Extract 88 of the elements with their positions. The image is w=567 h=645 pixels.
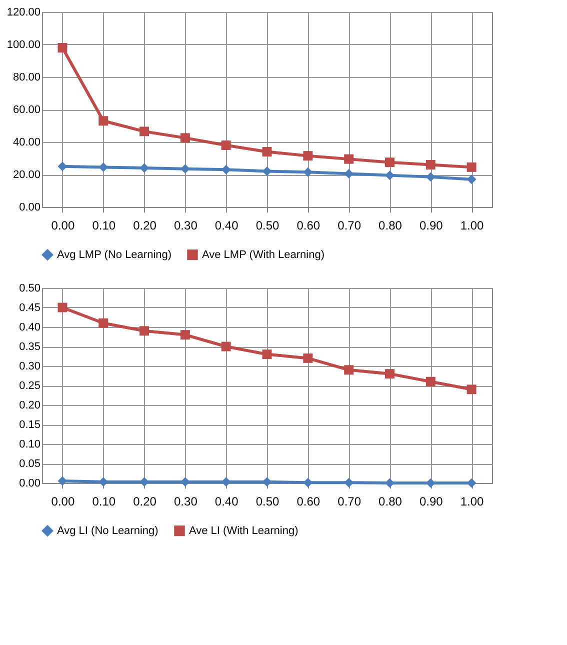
- x-tick-label: 1.00: [460, 494, 484, 508]
- x-tick-label: 0.60: [296, 494, 320, 508]
- point: [262, 350, 272, 360]
- x-tick-label: 0.50: [256, 494, 280, 508]
- y-tick-label: 0.50: [19, 282, 40, 294]
- y-tick-label: 0.10: [19, 438, 40, 450]
- y-tick-label: 0.15: [19, 419, 40, 431]
- point: [426, 172, 436, 182]
- point: [426, 376, 436, 386]
- y-tick-label: 0.40: [19, 322, 40, 334]
- point: [58, 476, 68, 486]
- x-tick-label: 0.20: [133, 494, 157, 508]
- legend-label: Avg LMP (No Learning): [57, 248, 172, 261]
- legend-label: Ave LMP (With Learning): [202, 248, 324, 261]
- point: [180, 164, 190, 174]
- point: [98, 477, 108, 487]
- point: [384, 158, 394, 168]
- point: [221, 477, 231, 487]
- x-tick-label: 0.60: [296, 218, 320, 232]
- point: [303, 167, 313, 177]
- point: [466, 174, 476, 184]
- point: [262, 477, 272, 487]
- point: [140, 126, 150, 136]
- x-tick-label: 0.30: [174, 218, 198, 232]
- legend-label: Ave LI (With Learning): [189, 524, 298, 537]
- y-tick-label: 0.05: [19, 458, 40, 470]
- point: [303, 151, 313, 161]
- point: [384, 478, 394, 488]
- point: [58, 162, 68, 172]
- point: [384, 170, 394, 180]
- point: [303, 353, 313, 363]
- point: [221, 140, 231, 150]
- x-tick-label: 1.00: [460, 218, 484, 232]
- x-tick-label: 0.50: [256, 218, 280, 232]
- y-tick-label: 0.20: [19, 400, 40, 412]
- point: [221, 164, 231, 174]
- point: [140, 477, 150, 487]
- point: [426, 478, 436, 488]
- point: [303, 478, 313, 488]
- point: [466, 162, 476, 172]
- x-tick-label: 0.70: [338, 494, 362, 508]
- point: [58, 43, 68, 52]
- point: [58, 302, 68, 312]
- point: [180, 330, 190, 340]
- y-tick-label: 20.00: [12, 169, 40, 181]
- y-tick-label: 80.00: [12, 72, 40, 84]
- legend-label: Avg LI (No Learning): [57, 524, 158, 537]
- point: [262, 147, 272, 156]
- x-tick-label: 0.20: [133, 218, 157, 232]
- point: [180, 477, 190, 487]
- x-tick-label: 0.90: [419, 218, 444, 232]
- point: [98, 116, 108, 126]
- point: [180, 133, 190, 143]
- point: [98, 162, 108, 172]
- y-tick-label: 120.00: [6, 6, 40, 18]
- point: [344, 154, 354, 164]
- point: [426, 160, 436, 170]
- y-tick-label: 60.00: [12, 104, 40, 116]
- point: [344, 478, 354, 488]
- y-tick-label: 40.00: [12, 136, 40, 148]
- point: [140, 163, 150, 173]
- y-tick-label: 0.00: [19, 478, 40, 490]
- x-tick-label: 0.00: [51, 218, 75, 232]
- x-tick-label: 0.00: [51, 494, 75, 508]
- point: [384, 369, 394, 379]
- x-tick-label: 0.10: [92, 218, 116, 232]
- x-tick-label: 0.90: [419, 494, 444, 508]
- y-tick-label: 0.25: [19, 380, 40, 392]
- x-tick-label: 0.10: [92, 494, 116, 508]
- y-tick-label: 0.00: [19, 202, 40, 214]
- y-tick-label: 0.30: [19, 360, 40, 372]
- point: [221, 342, 231, 352]
- x-tick-label: 0.40: [214, 218, 239, 232]
- y-tick-label: 100.00: [6, 39, 40, 51]
- x-tick-label: 0.80: [378, 494, 402, 508]
- x-tick-label: 0.80: [378, 218, 402, 232]
- x-tick-label: 0.70: [338, 218, 362, 232]
- x-tick-label: 0.30: [174, 494, 198, 508]
- point: [262, 166, 272, 176]
- point: [140, 326, 150, 336]
- x-tick-label: 0.40: [214, 494, 239, 508]
- point: [466, 478, 476, 488]
- point: [98, 318, 108, 328]
- y-tick-label: 0.45: [19, 302, 40, 314]
- point: [344, 365, 354, 375]
- point: [344, 168, 354, 178]
- point: [466, 384, 476, 394]
- y-tick-label: 0.35: [19, 341, 40, 353]
